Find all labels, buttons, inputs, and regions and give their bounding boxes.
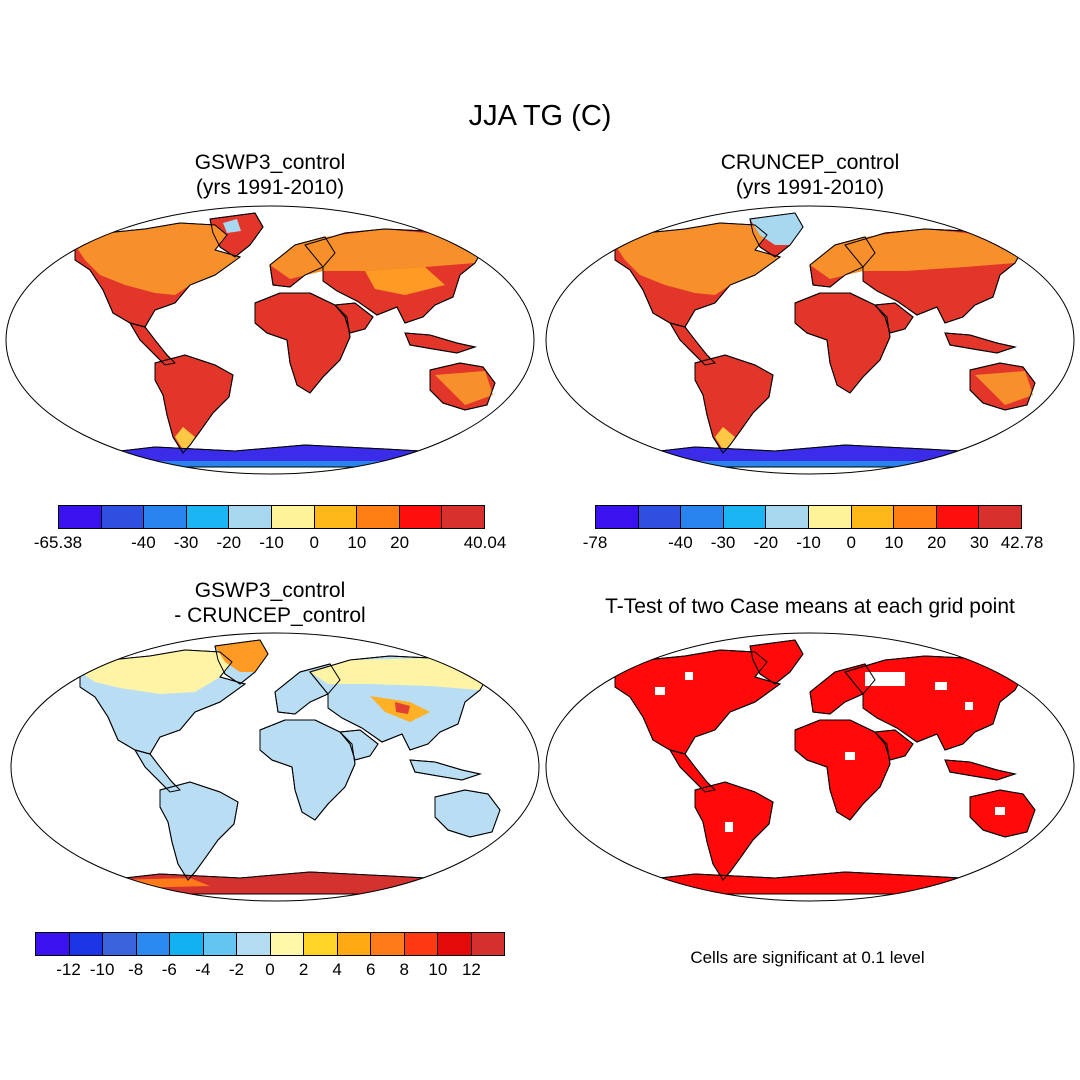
colorbar-tick-label: -20 bbox=[753, 533, 779, 552]
colorbar-tick-label: 10 bbox=[347, 533, 367, 552]
map-gswp3-control bbox=[5, 205, 535, 475]
colorbar-swatch bbox=[337, 933, 371, 955]
map-ttest bbox=[545, 632, 1075, 902]
colorbar-tick-label: 30 bbox=[969, 533, 989, 552]
colorbar-swatch bbox=[186, 506, 230, 528]
colorbar-tick-label: -20 bbox=[216, 533, 242, 552]
colorbar-top-left bbox=[58, 505, 485, 529]
colorbar-tick-label: 42.78 bbox=[1000, 533, 1044, 552]
colorbar-tick-label: 20 bbox=[390, 533, 410, 552]
colorbar-swatch bbox=[229, 506, 272, 528]
colorbar-swatch bbox=[203, 933, 237, 955]
colorbar-swatch bbox=[638, 506, 682, 528]
colorbar-tick-label: 20 bbox=[927, 533, 947, 552]
colorbar-swatch bbox=[357, 506, 400, 528]
colorbar-tick-label: 6 bbox=[365, 960, 376, 979]
panel-title-line1: GSWP3_control bbox=[194, 151, 346, 174]
map-difference bbox=[10, 632, 540, 902]
colorbar-tick-label: -30 bbox=[173, 533, 199, 552]
colorbar-swatch bbox=[237, 933, 271, 955]
colorbar-tick-label: -12 bbox=[56, 960, 81, 979]
colorbar-swatch bbox=[314, 506, 358, 528]
colorbar-swatch bbox=[979, 506, 1021, 528]
colorbar-swatch bbox=[371, 933, 405, 955]
colorbar-swatch bbox=[471, 933, 504, 955]
colorbar-tick-label: 4 bbox=[332, 960, 342, 979]
significance-note: Cells are significant at 0.1 level bbox=[690, 948, 925, 967]
panel-title-line1: CRUNCEP_control bbox=[720, 151, 900, 174]
colorbar-tick-label: -30 bbox=[710, 533, 736, 552]
colorbar-swatch bbox=[681, 506, 724, 528]
colorbar-swatch bbox=[270, 933, 304, 955]
colorbar-tick-label: 10 bbox=[884, 533, 904, 552]
colorbar-swatch bbox=[596, 506, 639, 528]
colorbar-tick-label: -40 bbox=[668, 533, 693, 552]
panel-title-line2: - CRUNCEP_control bbox=[174, 604, 366, 627]
panel-title-top-left: GSWP3_control (yrs 1991-2010) bbox=[110, 150, 430, 200]
colorbar-swatch bbox=[103, 933, 137, 955]
colorbar-tick-label: -10 bbox=[89, 960, 115, 979]
colorbar-swatch bbox=[438, 933, 472, 955]
colorbar-tick-label: -4 bbox=[195, 960, 211, 979]
colorbar-swatch bbox=[399, 506, 443, 528]
colorbar-swatch bbox=[936, 506, 980, 528]
colorbar-swatch bbox=[36, 933, 70, 955]
map-cruncep-control bbox=[545, 205, 1075, 475]
panel-title-bottom-right: T-Test of two Case means at each grid po… bbox=[540, 594, 1080, 619]
colorbar-swatch bbox=[404, 933, 438, 955]
colorbar-tick-label: 0 bbox=[265, 960, 275, 979]
colorbar-tick-label: 12 bbox=[461, 960, 481, 979]
colorbar-tick-label: -10 bbox=[796, 533, 821, 552]
colorbar-swatch bbox=[144, 506, 187, 528]
colorbar-tick-label: 40.04 bbox=[463, 533, 507, 552]
colorbar-tick-label: 2 bbox=[298, 960, 309, 979]
panel-title-line1: GSWP3_control bbox=[194, 579, 346, 602]
colorbar-swatch bbox=[442, 506, 484, 528]
colorbar-tick-label: 0 bbox=[846, 533, 856, 552]
colorbar-tick-label: -65.38 bbox=[33, 533, 83, 552]
colorbar-swatch bbox=[304, 933, 338, 955]
colorbar-swatch bbox=[271, 506, 315, 528]
colorbar-swatch bbox=[59, 506, 102, 528]
colorbar-tick-label: 10 bbox=[428, 960, 448, 979]
colorbar-swatch bbox=[69, 933, 103, 955]
colorbar-tick-label: -78 bbox=[582, 533, 608, 552]
colorbar-tick-label: 8 bbox=[399, 960, 410, 979]
panel-title-bottom-left: GSWP3_control - CRUNCEP_control bbox=[110, 578, 430, 628]
colorbar-swatch bbox=[101, 506, 145, 528]
colorbar-tick-label: -40 bbox=[131, 533, 156, 552]
colorbar-swatch bbox=[894, 506, 937, 528]
colorbar-tick-label: 0 bbox=[309, 533, 319, 552]
colorbar-top-right bbox=[595, 505, 1022, 529]
colorbar-swatch bbox=[170, 933, 204, 955]
colorbar-tick-label: -10 bbox=[259, 533, 284, 552]
colorbar-swatch bbox=[851, 506, 895, 528]
colorbar-tick-label: -2 bbox=[228, 960, 244, 979]
colorbar-swatch bbox=[766, 506, 809, 528]
colorbar-tick-label: -8 bbox=[128, 960, 144, 979]
panel-title-line1: T-Test of two Case means at each grid po… bbox=[605, 595, 1015, 618]
colorbar-bottom-left bbox=[35, 932, 505, 956]
colorbar-swatch bbox=[808, 506, 852, 528]
colorbar-tick-label: -6 bbox=[161, 960, 177, 979]
colorbar-swatch bbox=[136, 933, 170, 955]
panel-title-line2: (yrs 1991-2010) bbox=[195, 176, 345, 199]
panel-title-top-right: CRUNCEP_control (yrs 1991-2010) bbox=[650, 150, 970, 200]
colorbar-swatch bbox=[723, 506, 767, 528]
panel-title-line2: (yrs 1991-2010) bbox=[735, 176, 885, 199]
figure-title: JJA TG (C) bbox=[468, 100, 612, 132]
